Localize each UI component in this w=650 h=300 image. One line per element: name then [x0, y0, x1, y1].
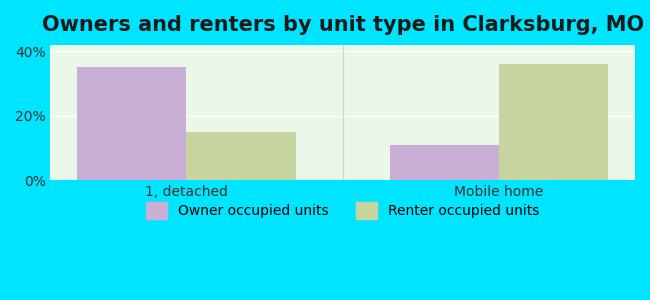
- Bar: [499, 64, 608, 180]
- Bar: [187, 132, 296, 180]
- Legend: Owner occupied units, Renter occupied units: Owner occupied units, Renter occupied un…: [140, 196, 545, 225]
- Bar: [77, 68, 187, 180]
- Title: Owners and renters by unit type in Clarksburg, MO: Owners and renters by unit type in Clark…: [42, 15, 644, 35]
- Bar: [389, 145, 499, 180]
